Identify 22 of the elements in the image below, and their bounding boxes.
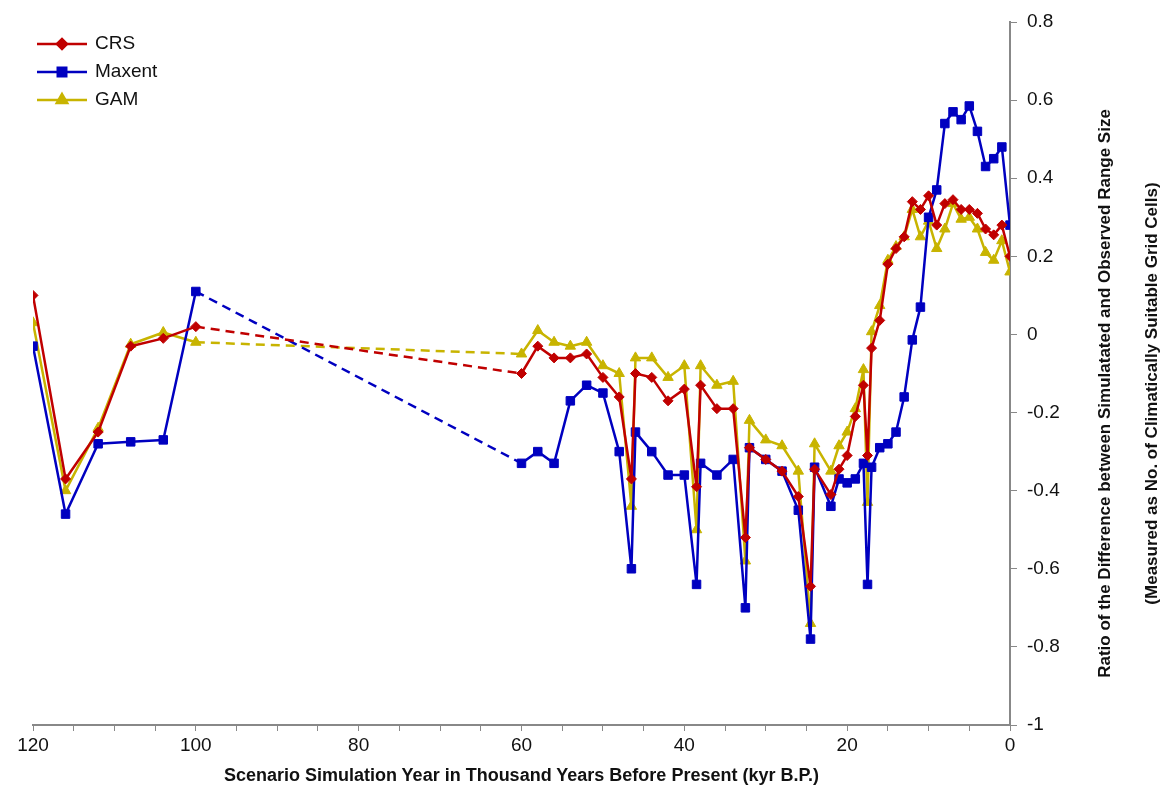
y-tick-label: 0.6: [1027, 88, 1054, 110]
x-axis-title: Scenario Simulation Year in Thousand Years Before Present (kyr B.P.): [223, 765, 820, 786]
legend-label: Maxent: [95, 60, 159, 82]
y-tick-label: 0: [1027, 322, 1038, 344]
x-tick-label: 20: [836, 733, 858, 755]
y-tick-label: -0.4: [1027, 478, 1061, 500]
x-tick-label: 0: [1004, 733, 1016, 755]
y-tick-label: -0.8: [1027, 635, 1060, 657]
y-tick-label: 0.2: [1027, 244, 1054, 266]
y-tick-label: 0.8: [1027, 10, 1054, 32]
y-tick-label: -1: [1027, 713, 1044, 735]
y-tick-label: 0.4: [1027, 166, 1054, 188]
x-tick-label: 120: [17, 733, 49, 755]
text: Ratio of the Difference between Simulatated and Observed Range Size (Measured as No. of Climatically Suitable Grid Cells): [1094, 109, 1161, 678]
x-tick-label: 80: [348, 733, 370, 755]
x-tick-label: 60: [510, 733, 533, 755]
x-tick-label: 40: [673, 733, 695, 755]
legend-label: GAM: [95, 88, 139, 110]
legend-label: CRS: [95, 32, 136, 54]
x-tick-label: 100: [179, 733, 212, 755]
y-tick-label: -0.2: [1027, 400, 1060, 422]
y-tick-label: -0.6: [1027, 557, 1060, 579]
